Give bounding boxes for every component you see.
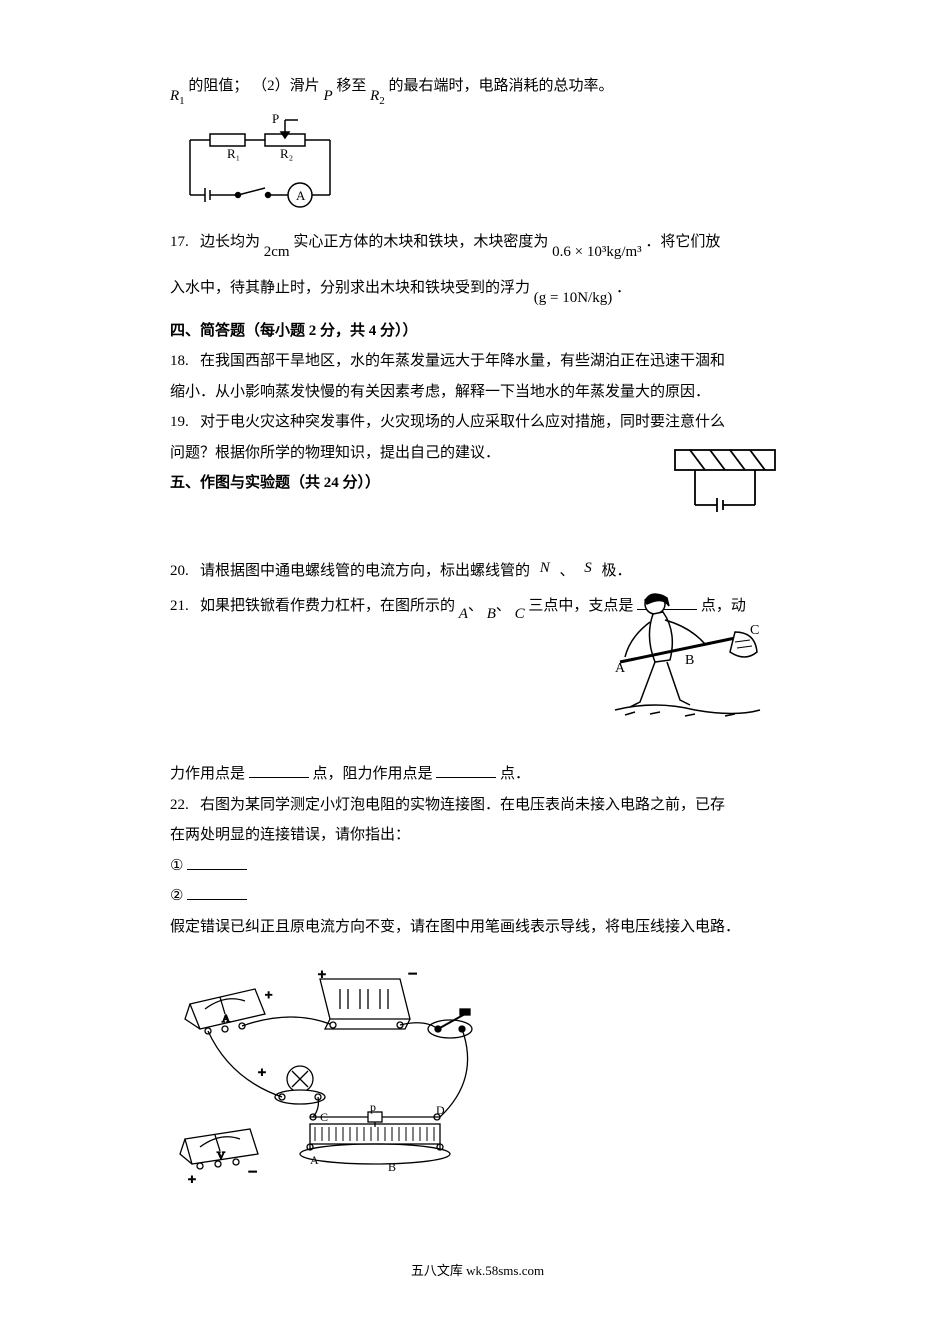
q21-l2c: 点． [500, 766, 530, 782]
q20-wrap: 20. 请根据图中通电螺线管的电流方向，标出螺线管的 N 、 S 极． [170, 500, 785, 590]
q22-c1: ① [170, 852, 785, 881]
r1-sym: R [170, 88, 179, 104]
q20-n: N [540, 560, 550, 576]
q22-label-a: A [310, 1153, 319, 1167]
q17-g: (g = 10N/kg) [534, 290, 612, 306]
r2-sym: R [370, 88, 379, 104]
circuit-r2-label: R₂ [280, 146, 293, 161]
q20-t1: 请根据图中通电螺线管的电流方向，标出螺线管的 [200, 563, 530, 579]
q22-label-d: D [436, 1103, 445, 1117]
q21-blank3[interactable] [436, 762, 496, 778]
q21-wrap: 21. 如果把铁锨看作费力杠杆，在图所示的 A、 B、 C 三点中，支点是 点，… [170, 592, 785, 789]
q17-dot: ． [616, 280, 631, 296]
section4-title: 四、简答题（每小题 2 分，共 4 分）） [170, 317, 785, 346]
q21-blank2[interactable] [249, 762, 309, 778]
q17-l2a: 入水中，待其静止时，分别求出木块和铁块受到的浮力 [170, 280, 530, 296]
q17-line2: 入水中，待其静止时，分别求出木块和铁块受到的浮力 (g = 10N/kg) ． [170, 274, 785, 303]
q16-tail: R1 的阻值； （2）滑片 P 移至 R2 的最右端时，电路消耗的总功率。 [170, 72, 785, 102]
q16-t3: 的最右端时，电路消耗的总功率。 [389, 78, 614, 94]
q16-circuit: R₁ R₂ P A [170, 110, 785, 220]
q19-t1: 对于电火灾这种突发事件，火灾现场的人应采取什么应对措施，同时要注意什么 [200, 414, 725, 430]
q21-l2a: 力作用点是 [170, 766, 245, 782]
q21-b: B [487, 606, 496, 622]
q22-blank1[interactable] [187, 854, 247, 870]
q21-line2: 力作用点是 点，阻力作用点是 点． [170, 760, 785, 789]
r2-sub: 2 [379, 95, 385, 107]
q22-label-p: p [370, 1100, 376, 1114]
circuit-a-label: A [296, 188, 306, 203]
q22-line1: 22. 右图为某同学测定小灯泡电阻的实物连接图．在电压表尚未接入电路之前，已存 [170, 791, 785, 820]
q17-t3: ．将它们放 [645, 234, 720, 250]
svg-text:−: − [408, 966, 417, 983]
q21-t1: 如果把铁锨看作费力杠杆，在图所示的 [200, 598, 455, 614]
q21-l2b: 点，阻力作用点是 [313, 766, 433, 782]
svg-text:+: + [258, 1066, 266, 1081]
q22-c2: ② [170, 882, 785, 911]
p-sym: P [323, 88, 332, 104]
q21-label-a: A [615, 661, 626, 676]
q20-num: 20. [170, 563, 189, 579]
q18-line1: 18. 在我国西部干旱地区，水的年蒸发量远大于年降水量，有些湖泊正在迅速干涸和 [170, 347, 785, 376]
q18-num: 18. [170, 353, 189, 369]
q22-c1-label: ① [170, 858, 183, 874]
svg-text:+: + [265, 987, 272, 1002]
q19-num: 19. [170, 414, 189, 430]
svg-text:V: V [217, 1150, 225, 1162]
svg-text:+: + [188, 1173, 196, 1188]
q17-t2: 实心正方体的木块和铁块，木块密度为 [293, 234, 548, 250]
q22-label-c: C [320, 1110, 328, 1124]
q20-s: S [584, 560, 592, 576]
q22-circuit-figure: A + + − + [170, 949, 785, 1199]
q17-len: 2cm [264, 244, 290, 260]
q22-line2: 在两处明显的连接错误，请你指出： [170, 821, 785, 850]
svg-text:−: − [248, 1164, 257, 1181]
circuit-p-label: P [272, 111, 279, 126]
q18-line2: 缩小．从小影响蒸发快慢的有关因素考虑，解释一下当地水的年蒸发量大的原因． [170, 378, 785, 407]
q17-density: 0.6 × 10³kg/m³ [552, 244, 642, 260]
q21-shovel-figure: A B C [595, 582, 765, 727]
q22-blank2[interactable] [187, 884, 247, 900]
q16-t2: 移至 [336, 78, 366, 94]
q21-num: 21. [170, 598, 189, 614]
q22-line3: 假定错误已纠正且原电流方向不变，请在图中用笔画线表示导线，将电压线接入电路． [170, 913, 785, 942]
q16-t1: 的阻值； （2）滑片 [188, 78, 319, 94]
q20-solenoid-figure [655, 440, 795, 530]
q22-c2-label: ② [170, 888, 183, 904]
q22-label-b: B [388, 1160, 396, 1174]
q21-c: C [515, 606, 525, 622]
q22-num: 22. [170, 797, 189, 813]
svg-text:A: A [222, 1013, 230, 1025]
q18-t1: 在我国西部干旱地区，水的年蒸发量远大于年降水量，有些湖泊正在迅速干涸和 [200, 353, 725, 369]
q22-t1: 右图为某同学测定小灯泡电阻的实物连接图．在电压表尚未接入电路之前，已存 [200, 797, 725, 813]
q17-t1: 边长均为 [200, 234, 260, 250]
q21-a: A [459, 606, 468, 622]
q19-line1: 19. 对于电火灾这种突发事件，火灾现场的人应采取什么应对措施，同时要注意什么 [170, 408, 785, 437]
page-footer: 五八文库 wk.58sms.com [170, 1259, 785, 1284]
r1-sub: 1 [179, 95, 185, 107]
q21-label-b: B [685, 653, 694, 668]
q17-line1: 17. 边长均为 2cm 实心正方体的木块和铁块，木块密度为 0.6 × 10³… [170, 228, 785, 257]
circuit-r1-label: R₁ [227, 146, 240, 161]
q20-sep: 、 [560, 563, 575, 579]
q20-t2: 极． [602, 563, 632, 579]
svg-text:+: + [318, 968, 326, 983]
q21-label-c: C [750, 623, 759, 638]
q17-num: 17. [170, 234, 189, 250]
